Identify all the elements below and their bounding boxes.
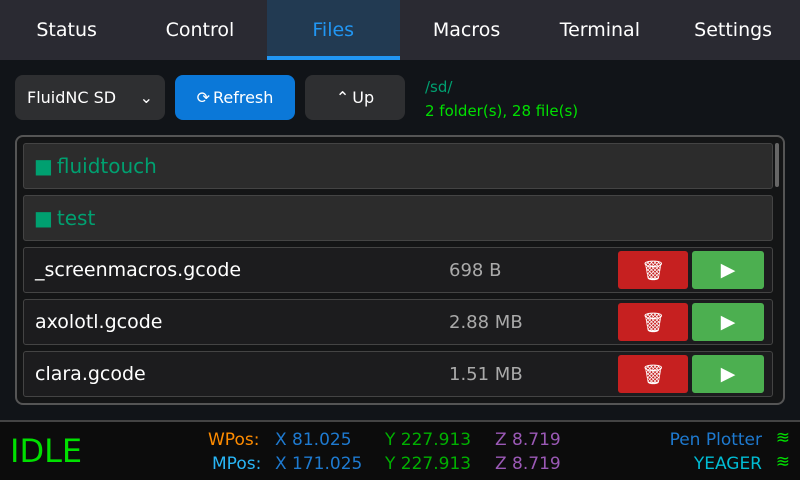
tab-macros[interactable]: Macros [432,19,501,41]
wpos-x: X 81.025 [275,430,352,450]
refresh-icon: ⟳ [196,88,210,107]
tab-files[interactable]: Files [266,0,401,60]
folder-name: fluidtouch [56,154,157,178]
folder-name: test [56,206,96,230]
tab-status[interactable]: Status [36,19,97,41]
tab-bar: Status Control Files Macros Terminal Set… [0,0,800,60]
folder-row[interactable]: ■ fluidtouch [23,143,773,189]
folder-icon: ■ [34,206,53,230]
wpos-label: WPos: [208,430,260,450]
file-name: axolotl.gcode [35,311,163,333]
file-row[interactable]: clara.gcode 1.51 MB 🗑 ▶ [23,351,773,397]
mpos-y: Y 227.913 [385,454,472,474]
run-button[interactable]: ▶ [692,303,764,341]
scrollbar[interactable] [775,143,779,187]
delete-button[interactable]: 🗑 [618,355,688,393]
refresh-button[interactable]: ⟳ Refresh [175,75,295,120]
file-size: 698 B [449,259,502,281]
mpos-z: Z 8.719 [495,454,561,474]
wpos-z: Z 8.719 [495,430,561,450]
run-button[interactable]: ▶ [692,355,764,393]
file-row[interactable]: _screenmacros.gcode 698 B 🗑 ▶ [23,247,773,293]
machine-state: IDLE [10,432,83,470]
network-name: YEAGER [693,454,762,474]
mpos-x: X 171.025 [275,454,363,474]
tab-control[interactable]: Control [165,19,235,41]
up-button[interactable]: ⌃ Up [305,75,405,120]
refresh-label: Refresh [212,88,274,107]
storage-select-value: FluidNC SD [27,88,117,107]
wifi-icon: ≋ [775,452,790,472]
wifi-icon: ≋ [775,428,790,448]
status-footer: IDLE WPos: MPos: X 81.025 Y 227.913 Z 8.… [0,420,800,480]
file-count: 2 folder(s), 28 file(s) [425,102,579,120]
file-row[interactable]: axolotl.gcode 2.88 MB 🗑 ▶ [23,299,773,345]
trash-icon: 🗑 [640,311,666,334]
file-list: ■ fluidtouch ■ test _screenmacros.gcode 698… [15,135,785,405]
tab-terminal[interactable]: Terminal [559,19,640,41]
folder-row[interactable]: ■ test [23,195,773,241]
folder-icon: ■ [34,154,53,178]
mpos-label: MPos: [212,454,262,474]
run-button[interactable]: ▶ [692,251,764,289]
play-icon: ▶ [720,259,736,281]
file-size: 2.88 MB [449,311,523,333]
file-name: _screenmacros.gcode [35,259,242,281]
trash-icon: 🗑 [640,259,666,282]
file-name: clara.gcode [35,363,146,385]
chevron-up-icon: ⌃ [335,88,350,107]
machine-name: Pen Plotter [669,430,762,450]
delete-button[interactable]: 🗑 [618,251,688,289]
play-icon: ▶ [720,311,736,333]
up-label: Up [352,88,375,107]
chevron-down-icon: ⌄ [139,88,153,107]
play-icon: ▶ [720,363,736,385]
tab-settings[interactable]: Settings [694,19,773,41]
wpos-y: Y 227.913 [385,430,472,450]
current-path: /sd/ [425,78,453,96]
file-size: 1.51 MB [449,363,523,385]
trash-icon: 🗑 [640,363,666,386]
storage-select[interactable]: FluidNC SD ⌄ [15,75,165,120]
delete-button[interactable]: 🗑 [618,303,688,341]
